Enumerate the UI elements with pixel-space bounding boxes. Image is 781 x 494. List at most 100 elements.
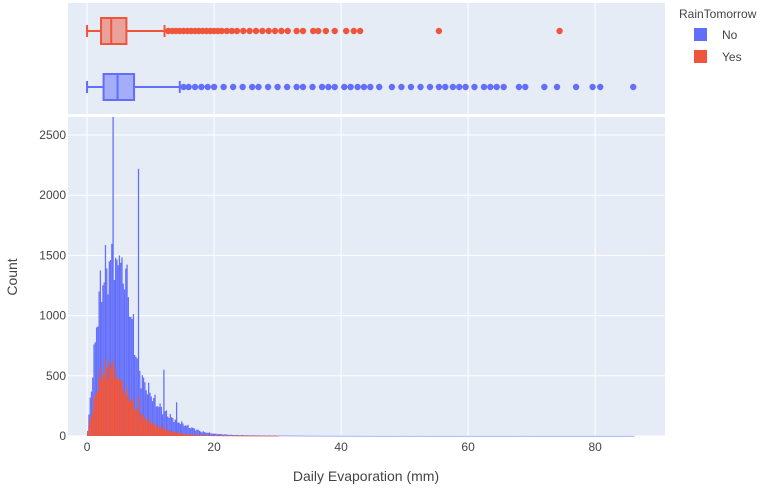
histogram-bar — [130, 401, 132, 436]
histogram-bar — [132, 313, 135, 436]
x-tick-label: 60 — [461, 440, 475, 454]
histogram-bar — [236, 435, 239, 437]
histogram-bar — [95, 327, 98, 436]
histogram-bar — [626, 435, 629, 437]
histogram-bar — [128, 316, 131, 436]
legend-item-yes[interactable]: Yes — [694, 50, 742, 64]
histogram-bar — [175, 432, 178, 436]
histogram-bar — [489, 435, 491, 437]
histogram-bar — [140, 388, 142, 436]
histogram-bar — [158, 427, 160, 436]
outlier-point — [233, 27, 241, 35]
histogram-bar — [181, 433, 183, 436]
histogram-bar — [130, 316, 132, 436]
histogram-bar — [137, 168, 140, 436]
histogram-bar — [250, 435, 253, 436]
histogram-bar — [376, 435, 378, 437]
outlier-point — [315, 27, 322, 35]
histogram-bar — [244, 435, 246, 436]
histogram-bar — [136, 408, 138, 436]
histogram-bar — [490, 435, 493, 437]
histogram-bar — [395, 435, 397, 437]
histogram-bar — [497, 435, 499, 437]
histogram-bar — [148, 382, 150, 436]
histogram-bar — [116, 259, 118, 436]
histogram-bar — [108, 261, 110, 436]
histogram-bar — [191, 434, 193, 436]
histogram-bar — [338, 435, 340, 437]
histogram-bar — [577, 435, 579, 437]
histogram-bar — [203, 435, 206, 436]
histogram-bar — [211, 433, 213, 436]
histogram-bar — [135, 356, 137, 436]
histogram-bar — [606, 435, 608, 437]
histogram-bar — [618, 435, 620, 437]
histogram-bar — [142, 415, 145, 436]
histogram-bar — [149, 421, 151, 436]
legend-swatch-yes — [694, 50, 707, 63]
histogram-bar — [215, 433, 217, 436]
histogram-bar — [175, 402, 178, 436]
histogram-bar — [255, 435, 258, 437]
histogram-bar — [268, 435, 270, 437]
histogram-bar — [579, 435, 582, 437]
histogram-bar — [125, 397, 127, 436]
histogram-bar — [630, 435, 632, 437]
histogram-bar — [442, 435, 444, 437]
histogram-bar — [228, 435, 230, 437]
outlier-point — [356, 27, 364, 35]
x-tick-label: 0 — [84, 440, 91, 454]
histogram-bar — [206, 432, 208, 436]
histogram-bar — [435, 435, 437, 437]
histogram-bar — [353, 435, 356, 437]
histogram-bar — [625, 435, 627, 437]
histogram-bar — [527, 435, 530, 437]
histogram-bar — [351, 435, 353, 437]
histogram-bar — [553, 435, 555, 437]
histogram-bar — [215, 435, 217, 437]
histogram-bar — [159, 403, 161, 436]
histogram-series-no — [87, 117, 635, 437]
histogram-bar — [99, 367, 102, 436]
histogram-bar — [184, 434, 187, 436]
histogram-bar — [97, 326, 99, 436]
histogram-bar — [493, 435, 495, 437]
histogram-bar — [104, 245, 107, 436]
histogram-bar — [576, 435, 578, 437]
outlier-point — [228, 27, 236, 35]
histogram-bar — [200, 431, 202, 436]
histogram-bar — [385, 435, 387, 437]
histogram-bar — [299, 435, 301, 437]
histogram-bar — [541, 435, 544, 437]
histogram-bar — [320, 435, 323, 437]
outlier-point — [435, 83, 443, 91]
histogram-bar — [366, 435, 368, 437]
histogram-bar — [286, 435, 288, 437]
histogram-bar — [155, 426, 157, 436]
box-plot-background — [68, 3, 665, 114]
histogram-bar — [219, 434, 221, 436]
histogram-bar — [484, 435, 486, 437]
histogram-bar — [244, 435, 246, 437]
histogram-bar — [261, 435, 263, 437]
histogram-bar — [221, 434, 223, 436]
histogram-bar — [559, 435, 561, 437]
histogram-bar — [540, 435, 542, 437]
histogram-bar — [169, 430, 171, 436]
histogram-bar — [402, 435, 404, 437]
histogram-bar — [150, 396, 152, 436]
x-axis-title: Daily Evaporation (mm) — [293, 468, 439, 484]
box-plot-no — [86, 73, 637, 101]
legend-item-no[interactable]: No — [694, 28, 738, 42]
histogram-bar — [452, 435, 455, 437]
histogram-bar — [141, 375, 143, 436]
histogram-bar — [316, 435, 319, 437]
histogram-bar — [624, 435, 626, 437]
histogram-bar — [135, 409, 137, 436]
histogram-bar — [592, 435, 594, 437]
histogram-bar — [567, 435, 569, 437]
histogram-bar — [394, 435, 396, 437]
outlier-point — [325, 83, 332, 91]
outlier-point — [240, 27, 247, 35]
histogram-bar — [146, 394, 149, 436]
